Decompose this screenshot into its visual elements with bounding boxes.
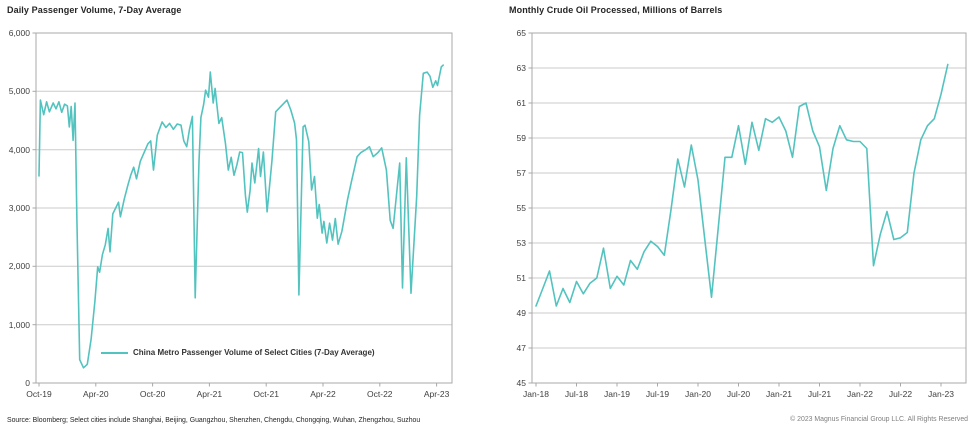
x-tick-label: Oct-20: [139, 389, 166, 399]
y-tick-label: 51: [516, 273, 526, 283]
x-tick-label: Jul-22: [888, 389, 913, 399]
y-tick-label: 63: [516, 63, 526, 73]
y-tick-label: 1,000: [8, 319, 30, 330]
y-tick-label: 65: [516, 28, 526, 38]
y-tick-label: 6,000: [8, 28, 30, 38]
crude-chart-title: Monthly Crude Oil Processed, Millions of…: [509, 5, 723, 15]
x-tick-label: Jan-23: [928, 389, 954, 399]
y-tick-label: 59: [516, 133, 526, 143]
y-tick-label: 2,000: [8, 261, 30, 272]
crude-data-line: [535, 63, 949, 307]
y-tick-label: 57: [516, 168, 526, 178]
metro-chart-title: Daily Passenger Volume, 7-Day Average: [7, 5, 182, 15]
metro-legend: China Metro Passenger Volume of Select C…: [101, 348, 375, 357]
y-tick-label: 61: [516, 98, 526, 108]
legend-label: China Metro Passenger Volume of Select C…: [133, 348, 375, 357]
metro-data-line: [38, 64, 445, 369]
x-tick-label: Jul-21: [807, 389, 832, 399]
source-note: Source: Bloomberg; Select cities include…: [7, 417, 421, 424]
x-tick-label: Jan-20: [685, 389, 711, 399]
crude-plot-border: [531, 32, 967, 384]
x-tick-label: Oct-21: [253, 389, 279, 399]
metro-plot-border: [35, 32, 453, 384]
x-tick-label: Jul-18: [564, 389, 589, 399]
copyright-note: © 2023 Magnus Financial Group LLC. All R…: [790, 416, 968, 423]
y-tick-label: 0: [25, 378, 30, 388]
y-tick-label: 4,000: [8, 144, 30, 155]
y-tick-label: 3,000: [8, 203, 30, 213]
x-tick-label: Jul-20: [726, 389, 751, 399]
y-tick-label: 55: [516, 203, 526, 213]
x-tick-label: Apr-22: [310, 389, 336, 399]
x-tick-label: Jan-18: [523, 389, 549, 399]
y-tick-label: 5,000: [8, 86, 30, 97]
x-tick-label: Jan-19: [604, 389, 630, 399]
x-tick-label: Apr-23: [423, 389, 450, 399]
y-tick-label: 45: [516, 378, 526, 388]
x-tick-label: Jan-22: [847, 389, 873, 399]
x-tick-label: Oct-19: [26, 389, 52, 399]
x-tick-label: Apr-20: [83, 389, 109, 399]
x-tick-label: Jul-19: [645, 389, 670, 399]
x-tick-label: Jan-21: [766, 389, 792, 399]
x-tick-label: Apr-21: [196, 389, 223, 399]
y-tick-label: 47: [516, 343, 526, 353]
x-tick-label: Oct-22: [367, 389, 393, 399]
y-tick-label: 49: [516, 308, 526, 318]
legend-line-swatch: [101, 351, 128, 354]
y-tick-label: 53: [516, 238, 526, 248]
